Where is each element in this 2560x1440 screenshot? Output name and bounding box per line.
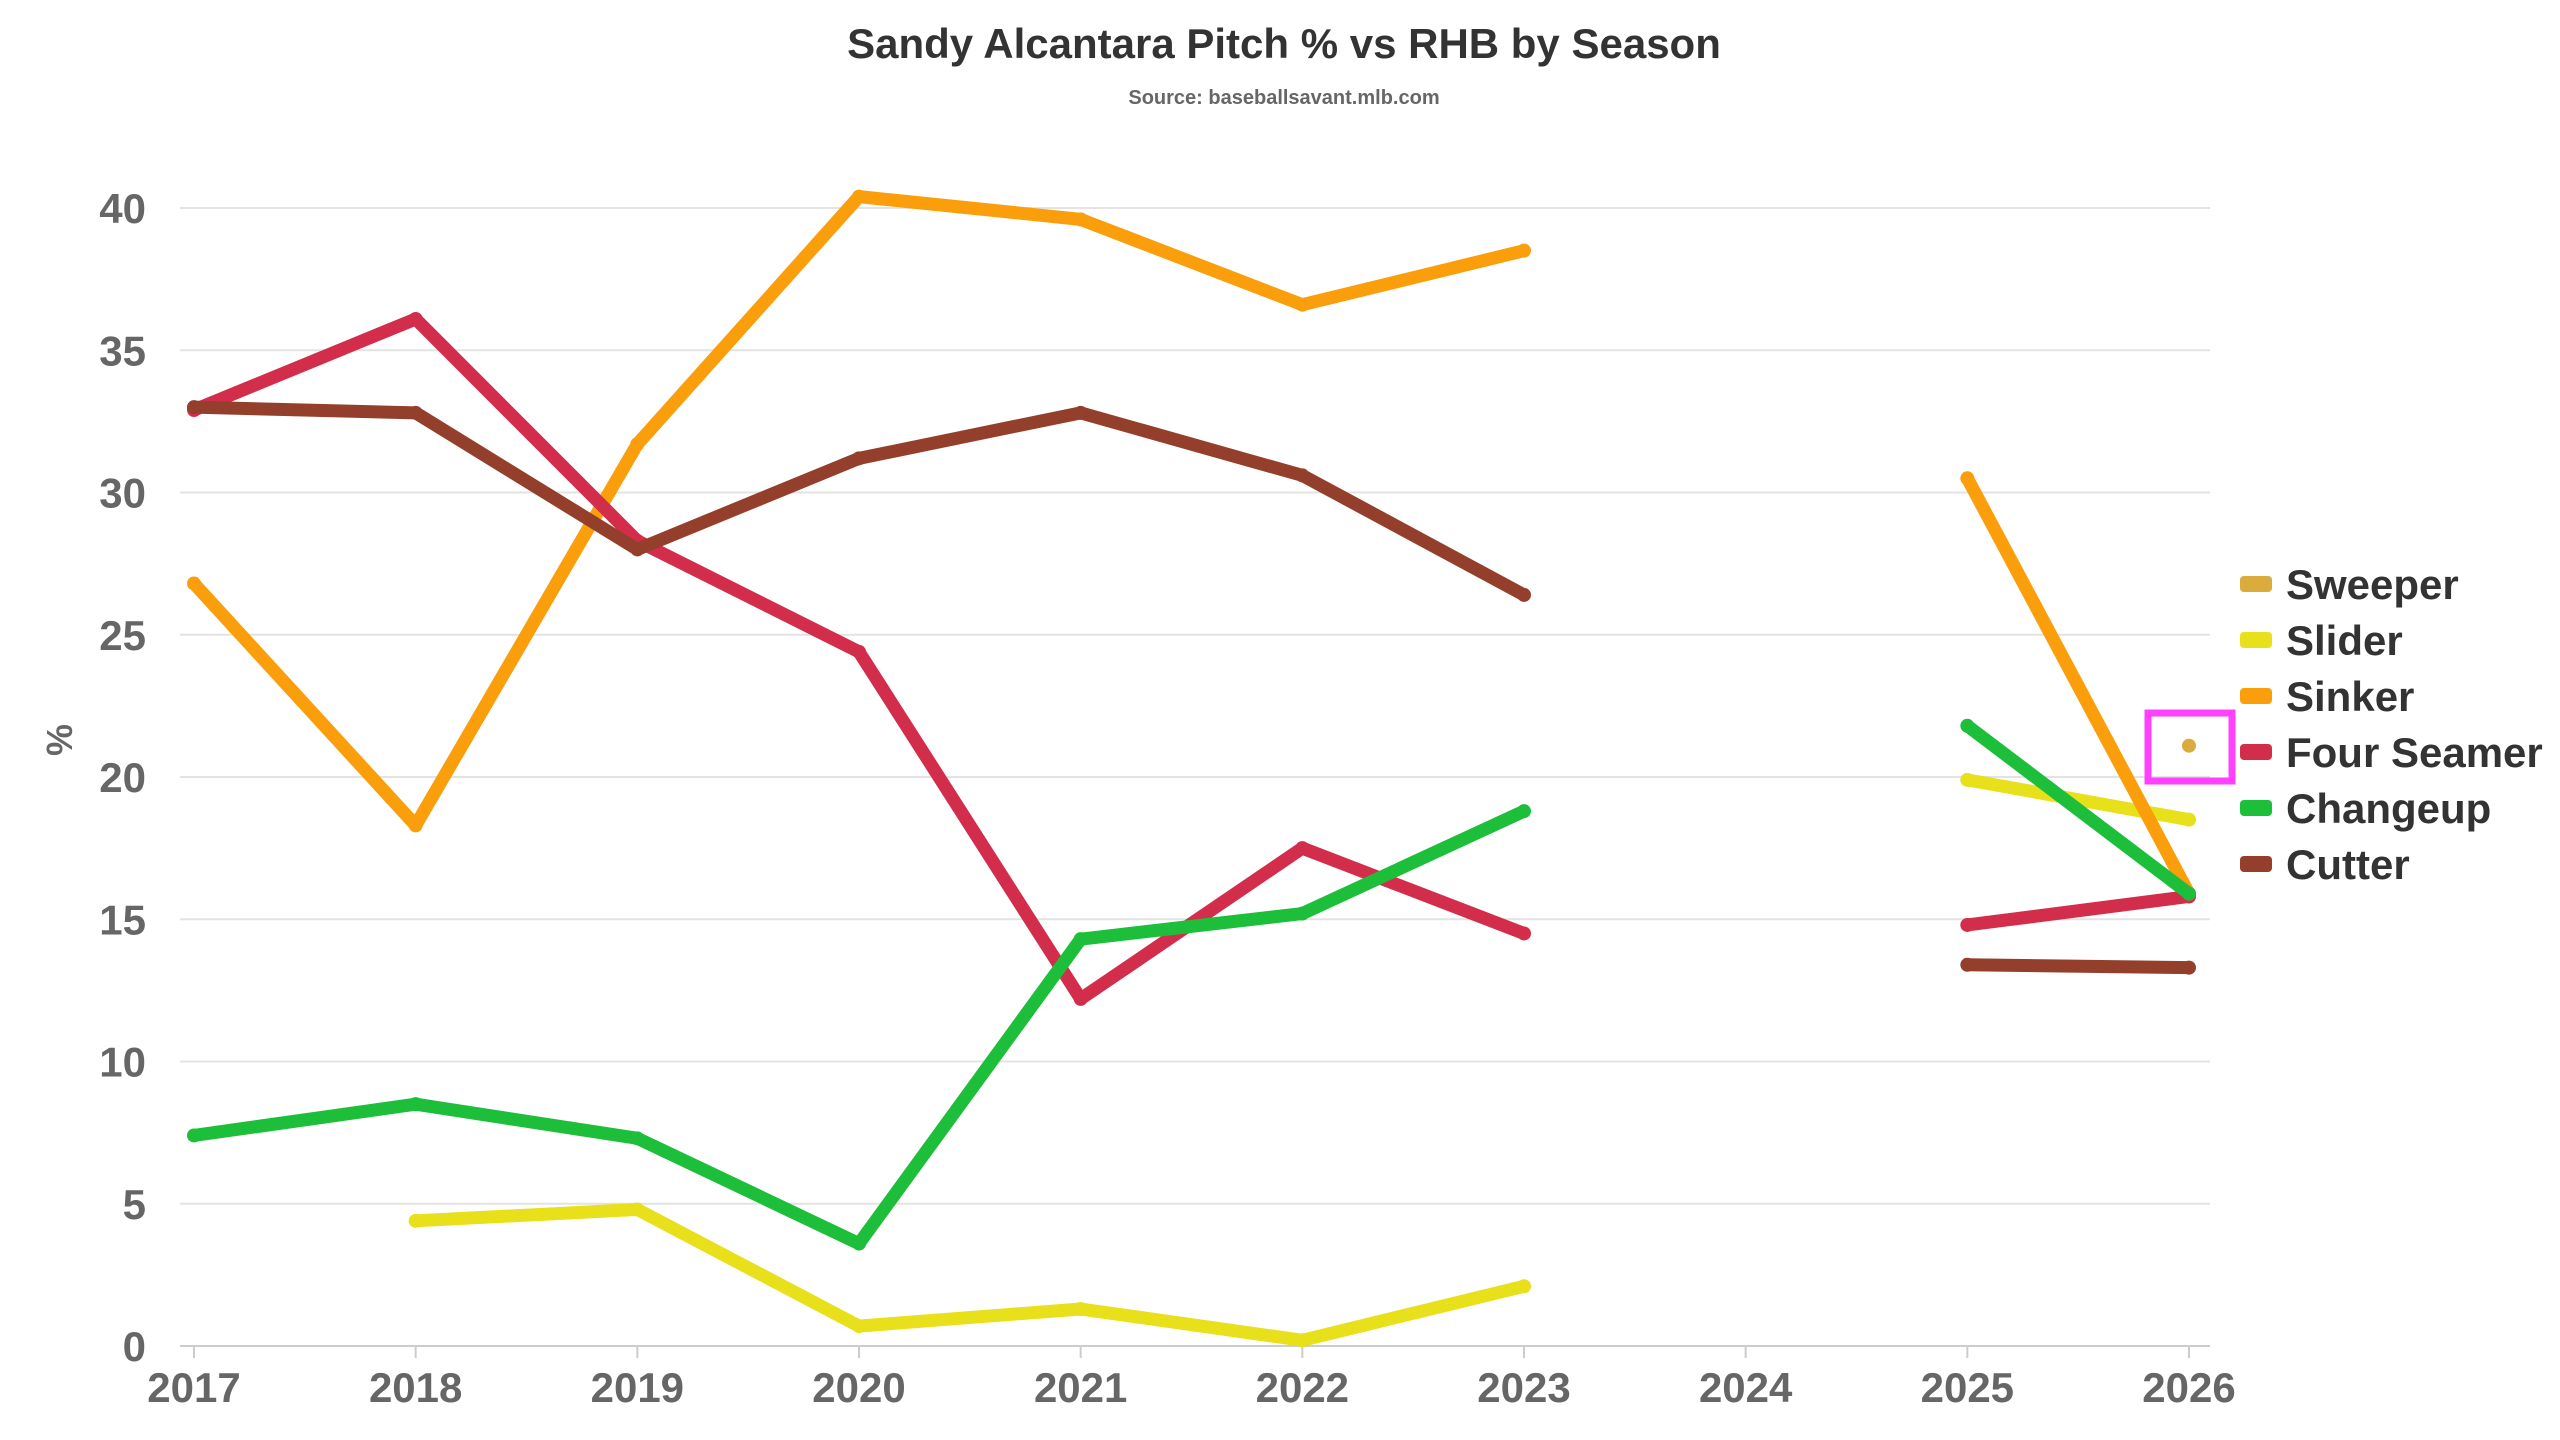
- sinker-line: [189, 190, 1526, 832]
- legend-item-slider[interactable]: Slider: [2286, 617, 2403, 664]
- y-tick-label: 40: [99, 185, 146, 232]
- changeup-line: [1963, 720, 2193, 899]
- legend-item-sinker[interactable]: Sinker: [2286, 673, 2414, 720]
- series-sweeper: [2182, 738, 2196, 753]
- legend-swatch-sinker: [2240, 688, 2272, 704]
- x-tick-label: 2018: [369, 1364, 462, 1411]
- four-seamer-line: [191, 312, 1527, 1006]
- x-tick-label: 2022: [1256, 1364, 1349, 1411]
- y-tick-label: 10: [99, 1039, 146, 1086]
- legend-item-four-seamer[interactable]: Four Seamer: [2286, 729, 2543, 776]
- y-tick-label: 15: [99, 896, 146, 943]
- four-seamer-line: [1966, 890, 2190, 932]
- x-tick-label: 2019: [591, 1364, 684, 1411]
- series-changeup: [187, 718, 2196, 1251]
- y-tick-label: 20: [99, 754, 146, 801]
- series-sinker: [187, 189, 2196, 901]
- series-slider: [408, 772, 2196, 1348]
- series-cutter: [187, 400, 2196, 975]
- slider-line: [415, 1202, 1526, 1347]
- legend-swatch-slider: [2240, 632, 2272, 648]
- cutter-line: [193, 400, 1528, 601]
- y-tick-label: 30: [99, 470, 146, 517]
- y-axis-label: %: [39, 724, 80, 756]
- x-tick-label: 2020: [812, 1364, 905, 1411]
- legend-swatch-four-seamer: [2240, 744, 2272, 760]
- changeup-line: [193, 805, 1527, 1251]
- cutter-line: [1967, 958, 2190, 975]
- y-tick-label: 5: [123, 1181, 146, 1228]
- legend-swatch-changeup: [2240, 800, 2272, 816]
- chart-subtitle: Source: baseballsavant.mlb.com: [1128, 87, 1439, 109]
- y-tick-label: 25: [99, 612, 146, 659]
- x-tick-label: 2017: [147, 1364, 240, 1411]
- x-tick-label: 2023: [1477, 1364, 1570, 1411]
- legend-item-sweeper[interactable]: Sweeper: [2286, 561, 2459, 608]
- highlight-box: [2144, 709, 2236, 785]
- chart-title: Sandy Alcantara Pitch % vs RHB by Season: [847, 20, 1721, 67]
- x-tick-label: 2025: [1921, 1364, 2014, 1411]
- x-tick-label: 2024: [1699, 1364, 1793, 1411]
- sweeper-point[interactable]: [2182, 738, 2196, 753]
- x-tick-label: 2021: [1034, 1364, 1127, 1411]
- y-tick-label: 0: [123, 1323, 146, 1370]
- y-tick-label: 35: [99, 327, 146, 374]
- x-tick-label: 2026: [2142, 1364, 2235, 1411]
- legend-item-cutter[interactable]: Cutter: [2286, 841, 2410, 888]
- sinker-line: [1961, 475, 2195, 897]
- legend-item-changeup[interactable]: Changeup: [2286, 785, 2491, 832]
- legend-swatch-sweeper: [2240, 576, 2272, 592]
- legend-swatch-cutter: [2240, 856, 2272, 872]
- series-four-seamer: [187, 311, 2196, 1006]
